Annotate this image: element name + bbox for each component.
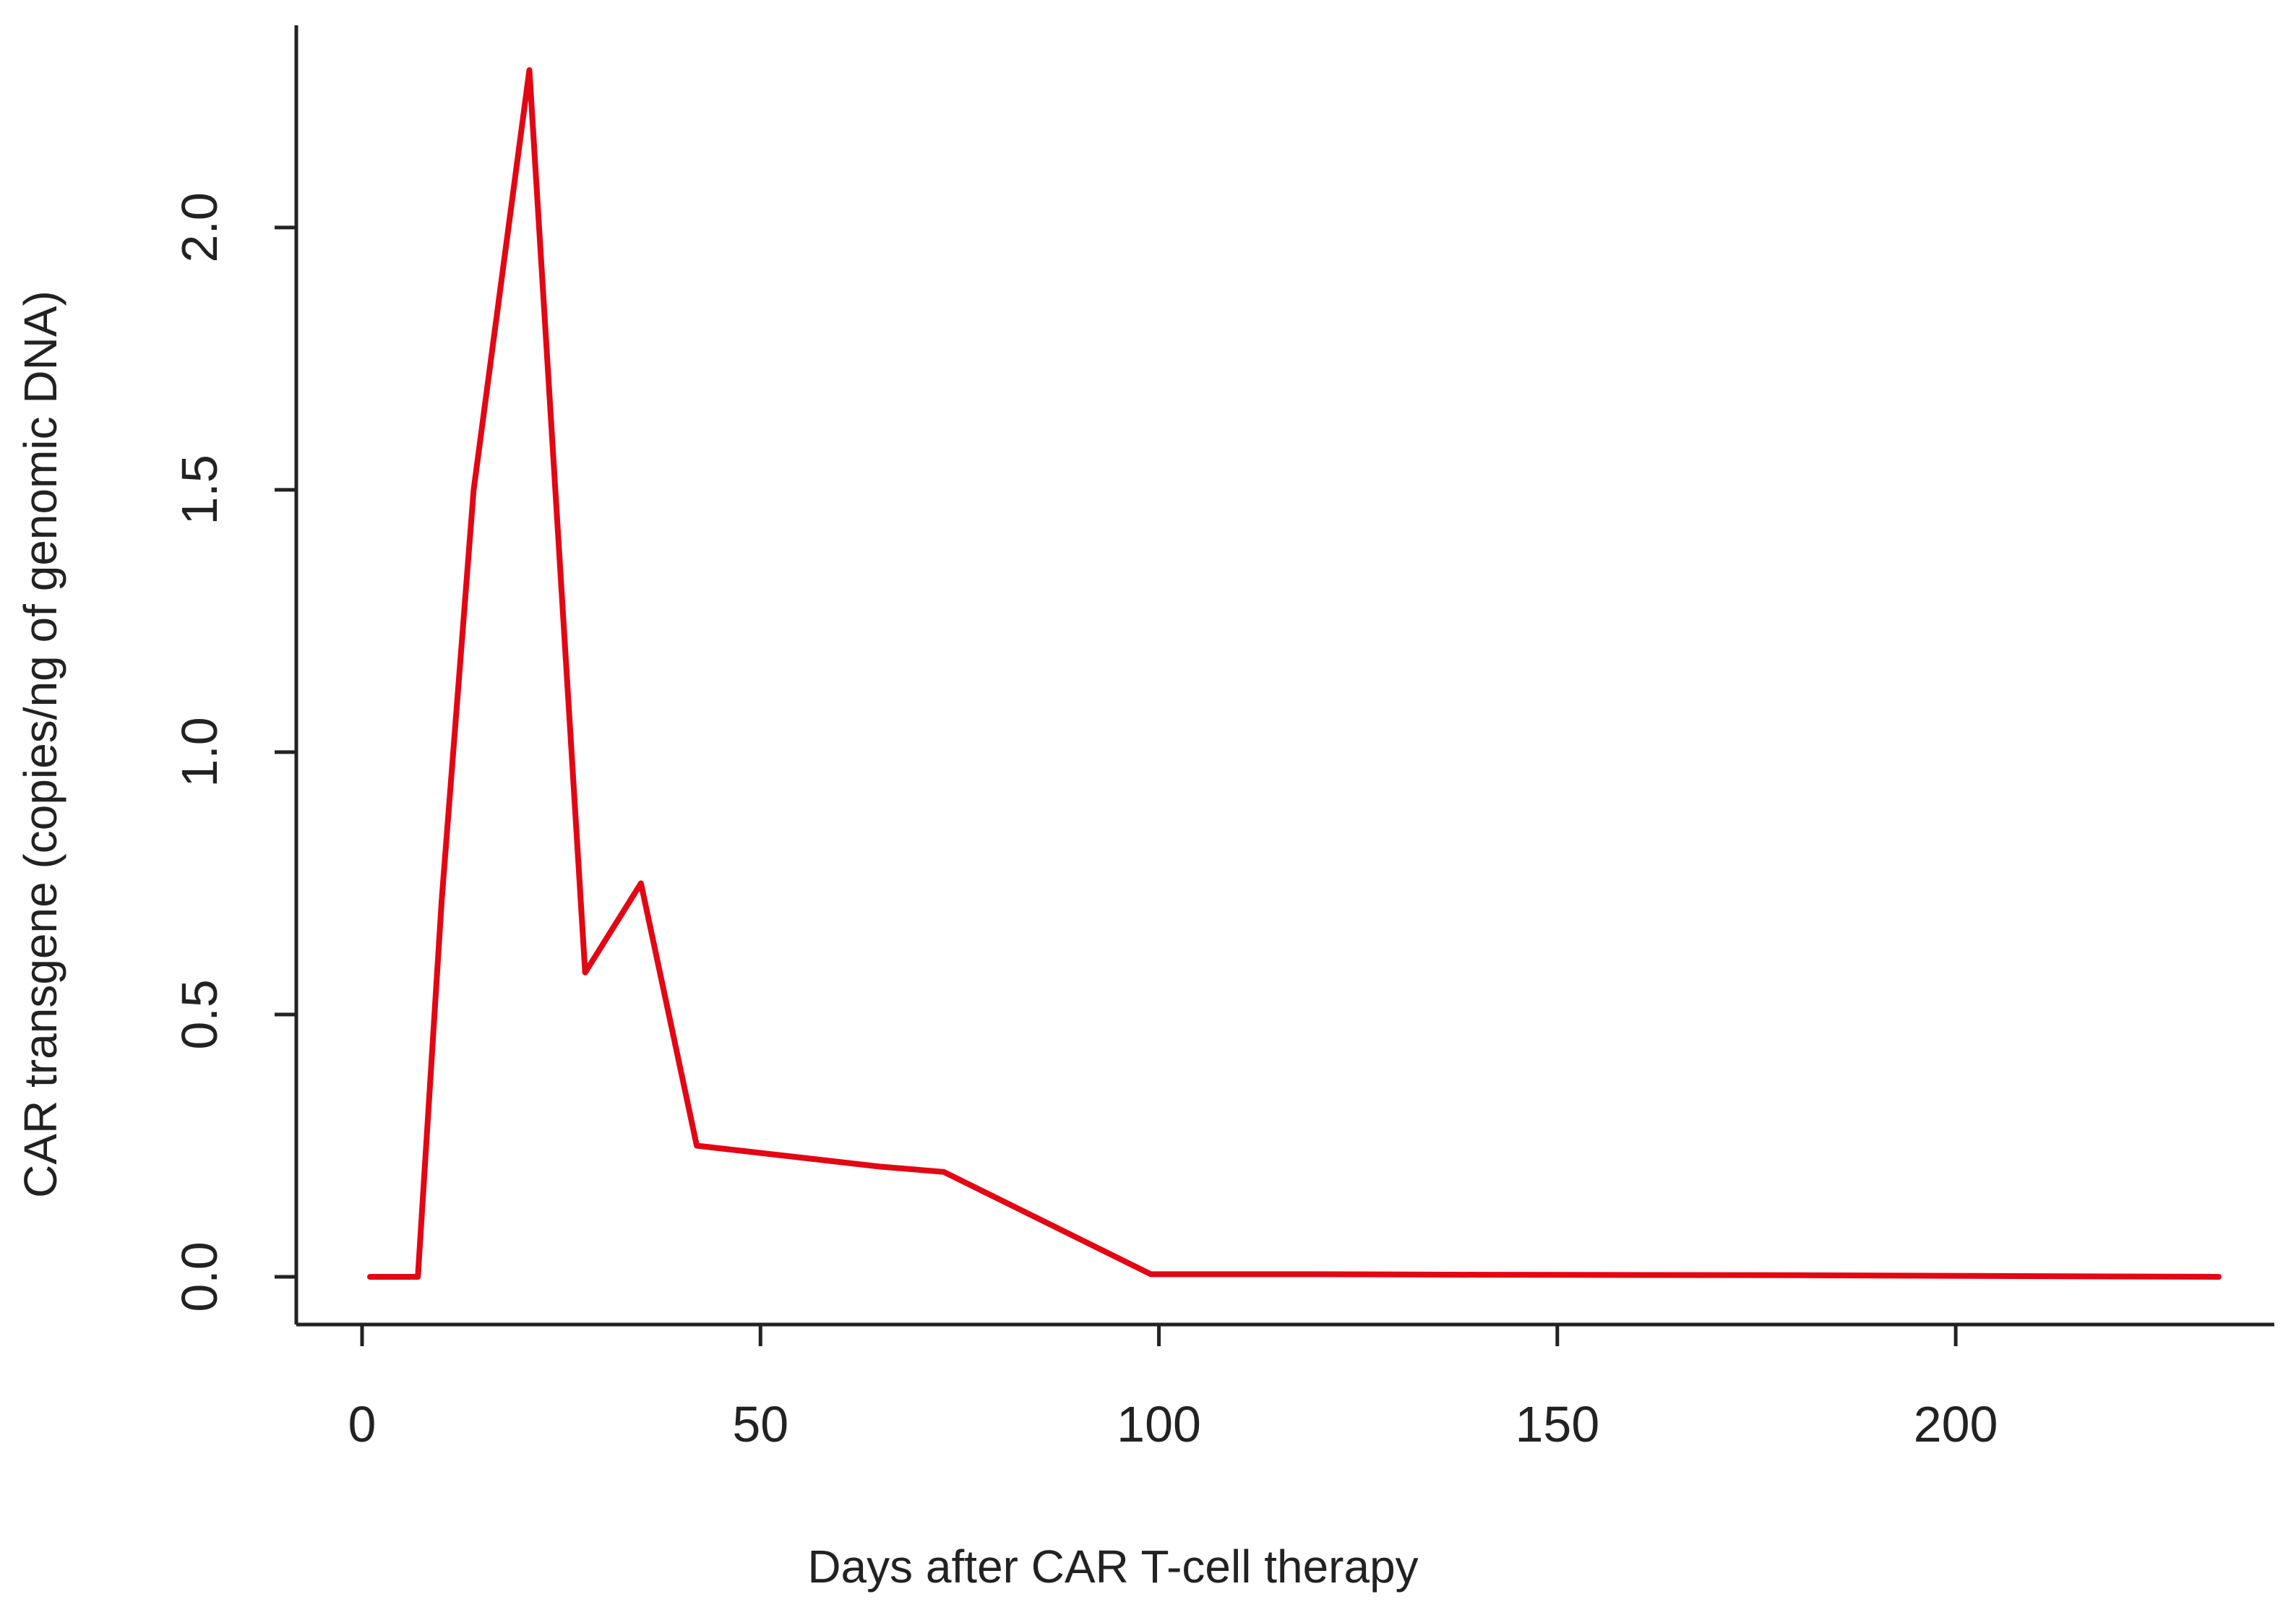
y-tick-label: 1.5	[171, 455, 228, 525]
axis-labels: Days after CAR T-cell therapy CAR transg…	[14, 290, 1419, 1593]
series-line	[367, 67, 2222, 1280]
y-tick-label: 1.0	[171, 717, 228, 787]
x-tick-label: 0	[348, 1396, 377, 1452]
y-tick-label: 0.0	[171, 1241, 228, 1312]
series-layer	[367, 67, 2222, 1280]
x-tick-label: 200	[1914, 1396, 1998, 1452]
axes: 0 50 100 150 200 0.0 0.5 1.0 1.5 2.0	[171, 25, 2274, 1452]
y-tick-label: 0.5	[171, 979, 228, 1049]
y-tick-label: 2.0	[171, 192, 228, 262]
x-tick-label: 100	[1117, 1396, 1201, 1452]
x-tick-label: 150	[1515, 1396, 1599, 1452]
y-axis-title: CAR transgene (copies/ng of genomic DNA)	[14, 290, 66, 1198]
x-tick-label: 50	[732, 1396, 788, 1452]
x-axis-title: Days after CAR T-cell therapy	[807, 1541, 1418, 1593]
